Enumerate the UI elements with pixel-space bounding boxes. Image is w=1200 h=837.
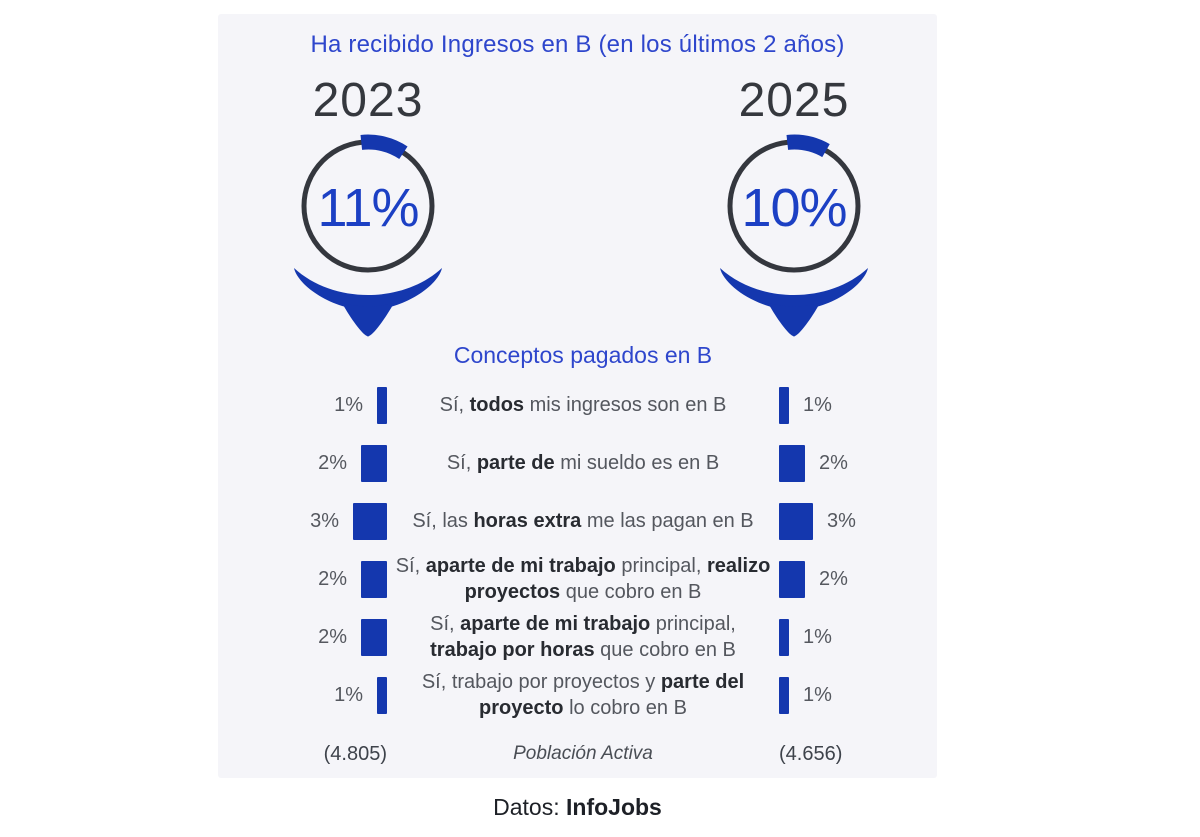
left-bar [377,386,387,424]
source-name: InfoJobs [566,794,662,820]
donut-chart: 10% [727,134,861,273]
left-percent-label: 2% [318,451,347,474]
gauge-year: 2025 [738,74,850,127]
right-percent-label: 3% [827,509,856,532]
right-bar-zone: 2% [779,560,909,598]
concept-text-zone: Sí, todos mis ingresos son en B [395,392,771,418]
donut-arc-icon [786,134,830,158]
right-bar [779,676,789,714]
right-bar-zone: 1% [779,618,909,656]
population-2023-zone: (4.805) [257,743,387,766]
left-bar-zone: 2% [257,618,387,656]
concept-text: Sí, aparte de mi trabajo principal, trab… [430,613,736,661]
source-label: Datos: [493,794,560,820]
concept-row: 2% Sí, aparte de mi trabajo principal, t… [257,608,937,666]
right-percent-label: 1% [803,393,832,416]
concept-rows: 1% Sí, todos mis ingresos son en B 1% 2%… [218,376,937,724]
left-percent-label: 3% [310,509,339,532]
concept-text: Sí, trabajo por proyectos y parte del pr… [421,671,745,719]
left-bar [361,560,387,598]
down-arrow-swoosh-icon [294,268,442,337]
population-label-zone: Población Activa [395,743,771,765]
right-bar [779,502,813,540]
concept-text-zone: Sí, parte de mi sueldo es en B [395,450,771,476]
concept-row: 3% Sí, las horas extra me las pagan en B… [257,492,937,550]
gauge: 2025 10% [699,76,889,338]
gauge: 2023 11% [273,76,463,338]
left-percent-label: 1% [334,393,363,416]
left-bar-zone: 2% [257,560,387,598]
right-bar-zone: 1% [779,386,909,424]
gauge-year: 2023 [312,74,424,127]
concept-text-zone: Sí, trabajo por proyectos y parte del pr… [395,669,771,721]
right-bar-zone: 1% [779,676,909,714]
chart-title: Ha recibido Ingresos en B (en los último… [310,31,845,58]
population-2025: (4.656) [779,742,843,765]
right-bar [779,618,789,656]
right-bar-zone: 3% [779,502,909,540]
left-bar [353,502,387,540]
right-percent-label: 2% [819,567,848,590]
gauge-value: 11% [317,178,418,238]
concept-row: 1% Sí, trabajo por proyectos y parte del… [257,666,937,724]
infographic-panel: Ha recibido Ingresos en B (en los último… [218,14,937,778]
right-bar [779,386,789,424]
gauges: 2023 11% 2025 10% [218,76,937,338]
left-percent-label: 2% [318,625,347,648]
left-percent-label: 2% [318,567,347,590]
concept-text: Sí, aparte de mi trabajo principal, real… [395,555,771,603]
left-percent-label: 1% [334,683,363,706]
left-bar-zone: 2% [257,444,387,482]
right-percent-label: 1% [803,625,832,648]
right-percent-label: 2% [819,451,848,474]
donut-chart: 11% [301,134,435,273]
donut-arc-icon [360,134,408,160]
gauge-value: 10% [741,178,846,238]
right-percent-label: 1% [803,683,832,706]
concept-text: Sí, todos mis ingresos son en B [439,394,727,416]
section-heading: Conceptos pagados en B [453,342,713,368]
right-bar [779,560,805,598]
left-bar [361,444,387,482]
right-bar-zone: 2% [779,444,909,482]
source-line: Datos: InfoJobs [218,794,937,821]
concept-row: 2% Sí, aparte de mi trabajo principal, r… [257,550,937,608]
concept-text: Sí, parte de mi sueldo es en B [446,452,720,474]
left-bar-zone: 1% [257,386,387,424]
concept-text-zone: Sí, las horas extra me las pagan en B [395,508,771,534]
population-label: Población Activa [513,743,653,764]
left-bar [377,676,387,714]
population-2023: (4.805) [323,742,387,765]
concept-row: 2% Sí, parte de mi sueldo es en B 2% [257,434,937,492]
concept-text-zone: Sí, aparte de mi trabajo principal, real… [395,553,771,605]
population-2025-zone: (4.656) [779,743,909,766]
left-bar [361,618,387,656]
right-bar [779,444,805,482]
concept-text-zone: Sí, aparte de mi trabajo principal, trab… [395,611,771,663]
infographic: Ha recibido Ingresos en B (en los último… [218,14,937,821]
concept-text: Sí, las horas extra me las pagan en B [412,510,754,532]
down-arrow-swoosh-icon [720,268,868,337]
footer-row: (4.805) Población Activa (4.656) [257,740,937,768]
left-bar-zone: 3% [257,502,387,540]
left-bar-zone: 1% [257,676,387,714]
concept-row: 1% Sí, todos mis ingresos son en B 1% [257,376,937,434]
